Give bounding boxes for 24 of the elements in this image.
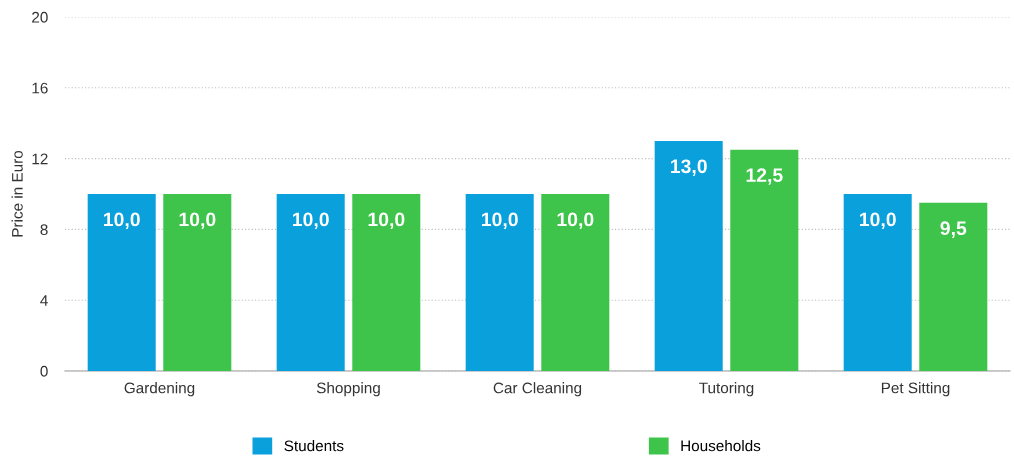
y-axis-title: Price in Euro <box>11 150 23 237</box>
y-tick-label: 12 <box>32 153 48 165</box>
y-tick-label: 16 <box>32 82 48 94</box>
x-tick-label: Gardening <box>124 382 195 397</box>
y-tick-label: 20 <box>32 11 48 23</box>
data-label: 13,0 <box>671 159 707 176</box>
x-tick-label: Pet Sitting <box>881 382 950 397</box>
legend-label: Students <box>284 440 344 452</box>
y-tick-label: 4 <box>40 295 48 306</box>
data-label: 10,0 <box>368 212 405 230</box>
data-label: 10,0 <box>104 212 140 230</box>
data-label: 10,0 <box>293 212 329 230</box>
x-tick-label: Tutoring <box>699 382 754 397</box>
data-label: 12,5 <box>746 168 783 185</box>
data-label: 10,0 <box>557 212 594 230</box>
data-label: 10,0 <box>860 212 896 230</box>
legend-label: Households <box>681 440 761 452</box>
data-label: 9,5 <box>940 221 967 238</box>
x-tick-label: Shopping <box>316 382 380 397</box>
data-label: 10,0 <box>482 212 518 230</box>
x-tick-label: Car Cleaning <box>493 382 582 397</box>
y-tick-label: 8 <box>40 224 48 236</box>
y-tick-label: 0 <box>40 365 48 377</box>
data-label: 10,0 <box>179 212 216 230</box>
